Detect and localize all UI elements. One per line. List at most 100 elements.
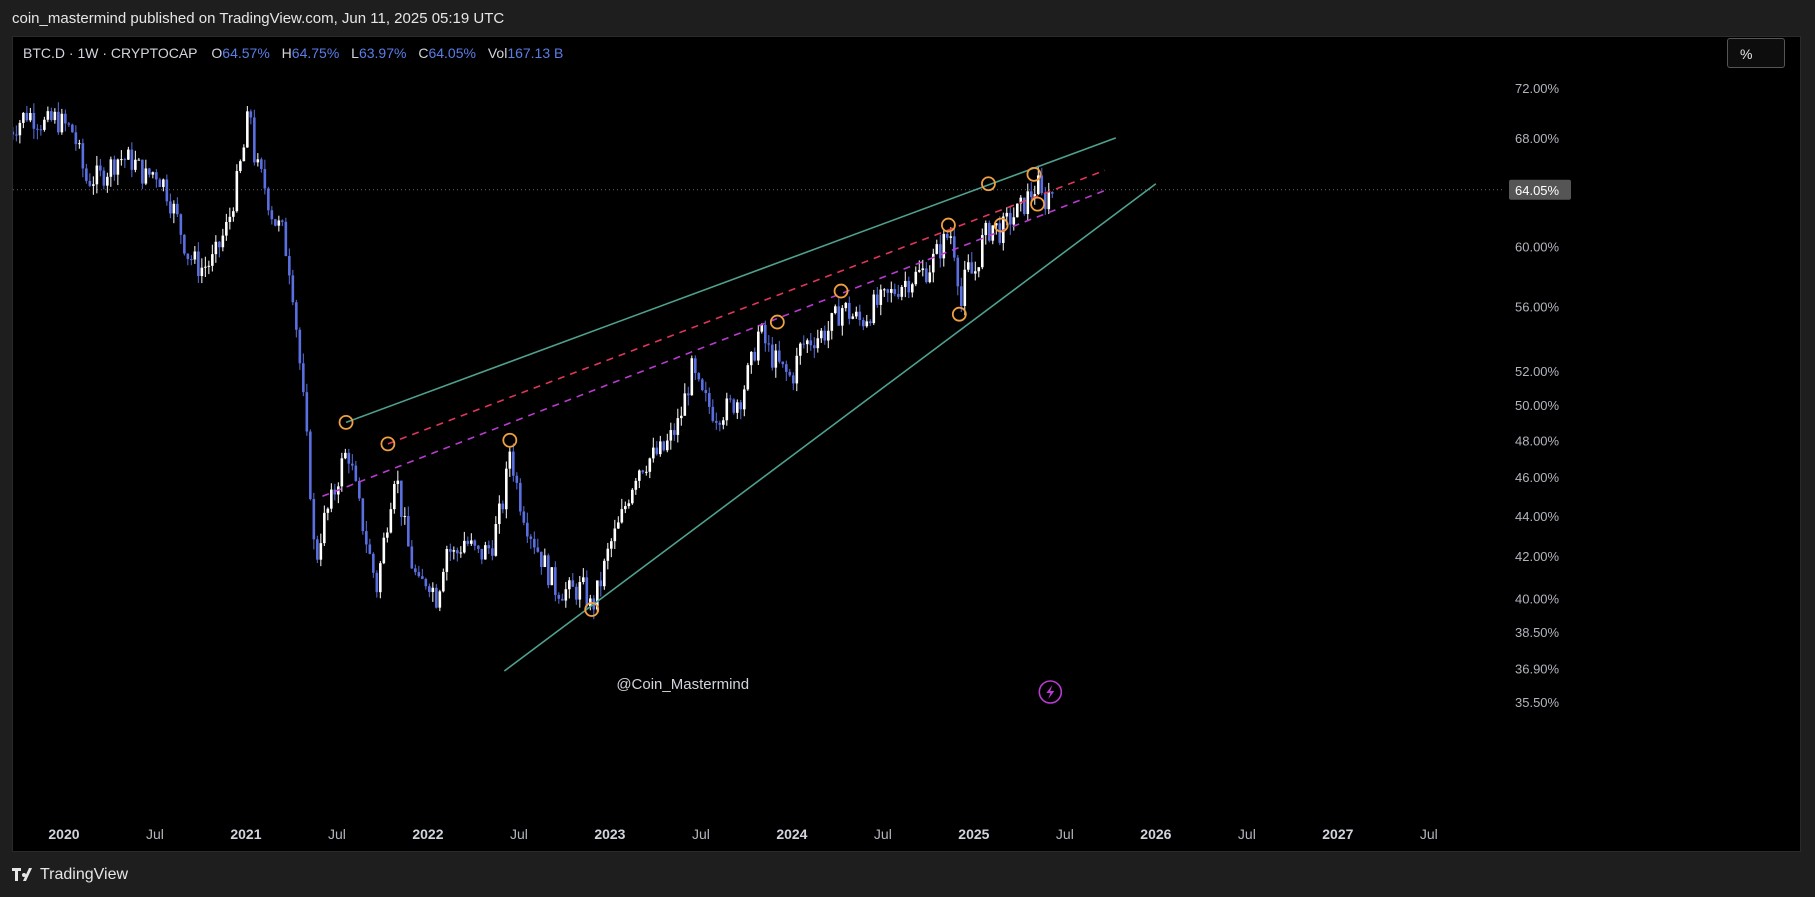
candle-body [95, 165, 99, 185]
candle-body [596, 580, 599, 610]
candle-body [732, 399, 736, 413]
candle-body [1012, 217, 1016, 225]
candle-body [176, 203, 179, 215]
candle-body [519, 482, 522, 512]
candle-body [994, 223, 998, 226]
tradingview-logo-icon [12, 868, 34, 882]
candle-body [886, 289, 890, 293]
pivot-marker[interactable] [941, 217, 956, 233]
candle-body [29, 113, 32, 121]
candle-body [372, 553, 375, 573]
x-tick-label: Jul [146, 826, 164, 842]
candle-body [393, 484, 396, 510]
candle-body [487, 545, 491, 549]
chart-frame[interactable]: 72.00% 68.00% 64.05% 60.00% 56.00% 52.00% 50.0… [12, 36, 1801, 852]
pivot-marker[interactable] [1030, 196, 1045, 212]
candle-body [263, 168, 267, 189]
candle-body [46, 111, 50, 120]
x-tick-label: 2026 [1140, 826, 1171, 842]
percent-scale-button[interactable]: % [1727, 38, 1785, 68]
y-axis[interactable] [1505, 37, 1800, 851]
candle-body [903, 280, 907, 288]
candle-body [823, 330, 827, 341]
candle-body [868, 321, 872, 324]
candle-body [833, 306, 837, 314]
candle-body [847, 302, 851, 319]
candle-body [344, 452, 347, 459]
candle-body [347, 452, 351, 464]
pivot-marker[interactable] [833, 283, 849, 299]
candle-body [844, 302, 848, 309]
candle-body [85, 168, 88, 181]
candle-body [312, 499, 316, 540]
candle-body [739, 402, 743, 410]
candle-body [494, 524, 498, 556]
candle-body [183, 234, 186, 254]
trendline-lower-channel[interactable] [503, 183, 1157, 672]
candle-body [697, 373, 701, 380]
candle-body [659, 441, 662, 455]
candle-body [938, 244, 942, 259]
x-tick-label: Jul [1420, 826, 1438, 842]
candle-body [130, 149, 134, 170]
trendline-purple-support[interactable] [322, 189, 1106, 498]
candle-body [984, 222, 988, 236]
candle-body [123, 159, 127, 161]
candle-body [952, 236, 956, 258]
pivot-marker[interactable] [380, 436, 396, 452]
candle-body [253, 117, 256, 163]
candle-body [39, 129, 43, 131]
candle-body [361, 498, 365, 532]
pivot-marker[interactable] [584, 602, 600, 617]
x-tick-label: 2022 [412, 826, 443, 842]
lightning-icon[interactable] [1038, 680, 1063, 704]
candle-body [1022, 197, 1026, 214]
candle-body [228, 216, 232, 222]
pivot-marker[interactable] [951, 306, 967, 322]
candle-body [1040, 175, 1044, 194]
candle-body [246, 111, 249, 148]
pivot-marker[interactable] [981, 176, 996, 192]
candle-body [15, 134, 18, 136]
candle-body [151, 172, 155, 175]
candle-body [655, 447, 659, 455]
pivot-marker[interactable] [1026, 166, 1042, 182]
candle-body [284, 221, 288, 256]
candle-body [718, 422, 722, 425]
symbol-label[interactable]: BTC.D · 1W · CRYPTOCAP [23, 45, 198, 61]
y-tick-label: 46.00% [1515, 470, 1560, 485]
candle-body [879, 289, 883, 305]
price-chart[interactable]: 72.00% 68.00% 64.05% 60.00% 56.00% 52.00% 50.0… [13, 37, 1800, 851]
pivot-marker[interactable] [769, 314, 785, 330]
tradingview-logo[interactable]: TradingView [12, 866, 128, 884]
candle-body [980, 235, 984, 268]
candle-body [547, 555, 550, 586]
candle-body [67, 123, 71, 125]
x-tick-label: Jul [874, 826, 892, 842]
candle-body [889, 289, 893, 293]
pivot-marker[interactable] [502, 432, 518, 448]
candle-body [515, 475, 519, 483]
candle-body [400, 480, 403, 517]
candle-body [872, 294, 876, 324]
high-value: 64.75% [291, 45, 340, 61]
trendline-red-resistance[interactable] [387, 169, 1106, 445]
candle-body [270, 210, 274, 220]
candle-body [1015, 203, 1019, 218]
candle-body [92, 184, 95, 186]
trendline-upper-channel[interactable] [345, 137, 1117, 424]
candle-body [277, 220, 281, 226]
pivot-marker[interactable] [993, 217, 1009, 233]
x-tick-label: 2027 [1322, 826, 1353, 842]
candle-body [13, 131, 15, 135]
candle-body [389, 509, 393, 533]
pivot-marker[interactable] [338, 414, 354, 430]
candle-body [802, 343, 806, 345]
candle-body [554, 567, 557, 595]
candle-body [767, 343, 771, 345]
x-tick-label: 2025 [958, 826, 989, 842]
candle-body [368, 544, 372, 554]
candle-body [512, 451, 515, 476]
x-tick-label: Jul [328, 826, 346, 842]
candle-body [854, 311, 858, 317]
